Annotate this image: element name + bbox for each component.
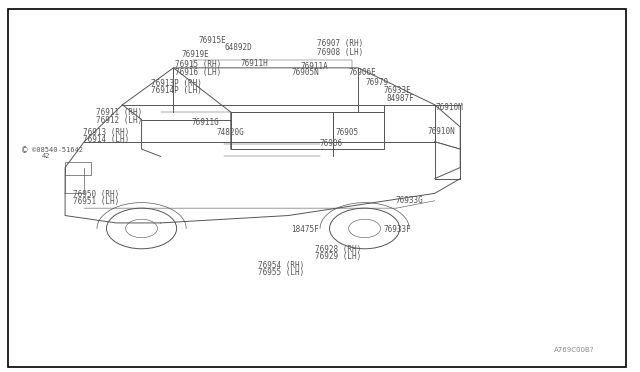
Text: 76911A: 76911A	[301, 61, 328, 71]
Text: 74820G: 74820G	[217, 128, 244, 137]
Text: 76950 (RH): 76950 (RH)	[73, 190, 119, 199]
Text: 76907 (RH): 76907 (RH)	[317, 39, 363, 48]
Text: 18475F: 18475F	[291, 225, 319, 234]
Text: 76911 (RH): 76911 (RH)	[96, 108, 142, 118]
Text: 76951 (LH): 76951 (LH)	[73, 197, 119, 206]
Text: 76905: 76905	[336, 128, 359, 137]
Text: 76914P (LH): 76914P (LH)	[151, 86, 202, 95]
Text: 76919E: 76919E	[182, 51, 209, 60]
Text: 84987F: 84987F	[387, 94, 415, 103]
Text: 76911G: 76911G	[191, 118, 219, 127]
Text: 76906E: 76906E	[349, 68, 376, 77]
Text: 76933E: 76933E	[384, 86, 412, 94]
Text: 42: 42	[42, 154, 50, 160]
Text: 76916 (LH): 76916 (LH)	[175, 68, 221, 77]
Text: 76913P (RH): 76913P (RH)	[151, 79, 202, 88]
Text: 76928 (RH): 76928 (RH)	[315, 245, 361, 254]
Text: 76914 (LH): 76914 (LH)	[83, 135, 129, 144]
Text: 76955 (LH): 76955 (LH)	[257, 268, 304, 277]
Text: ©: ©	[20, 147, 28, 155]
Bar	[65, 162, 91, 175]
Text: 76915 (RH): 76915 (RH)	[175, 60, 221, 70]
Text: 76913 (RH): 76913 (RH)	[83, 128, 129, 137]
Text: 76911H: 76911H	[241, 59, 268, 68]
Text: 76905N: 76905N	[291, 68, 319, 77]
Text: ©08540-51642: ©08540-51642	[32, 147, 83, 153]
Text: 76906: 76906	[320, 139, 343, 148]
Text: 76954 (RH): 76954 (RH)	[257, 261, 304, 270]
Text: 76929 (LH): 76929 (LH)	[315, 252, 361, 262]
Text: 64892D: 64892D	[225, 43, 252, 52]
Text: 76979: 76979	[366, 78, 389, 87]
Text: 76933F: 76933F	[384, 225, 412, 234]
Text: 76933G: 76933G	[395, 196, 423, 205]
Text: A769C00B?: A769C00B?	[554, 347, 594, 353]
Text: 76908 (LH): 76908 (LH)	[317, 48, 363, 57]
Text: 76910N: 76910N	[427, 127, 455, 136]
Text: 76915E: 76915E	[199, 36, 227, 45]
Text: 76912 (LH): 76912 (LH)	[96, 116, 142, 125]
Text: 76910M: 76910M	[436, 103, 464, 112]
